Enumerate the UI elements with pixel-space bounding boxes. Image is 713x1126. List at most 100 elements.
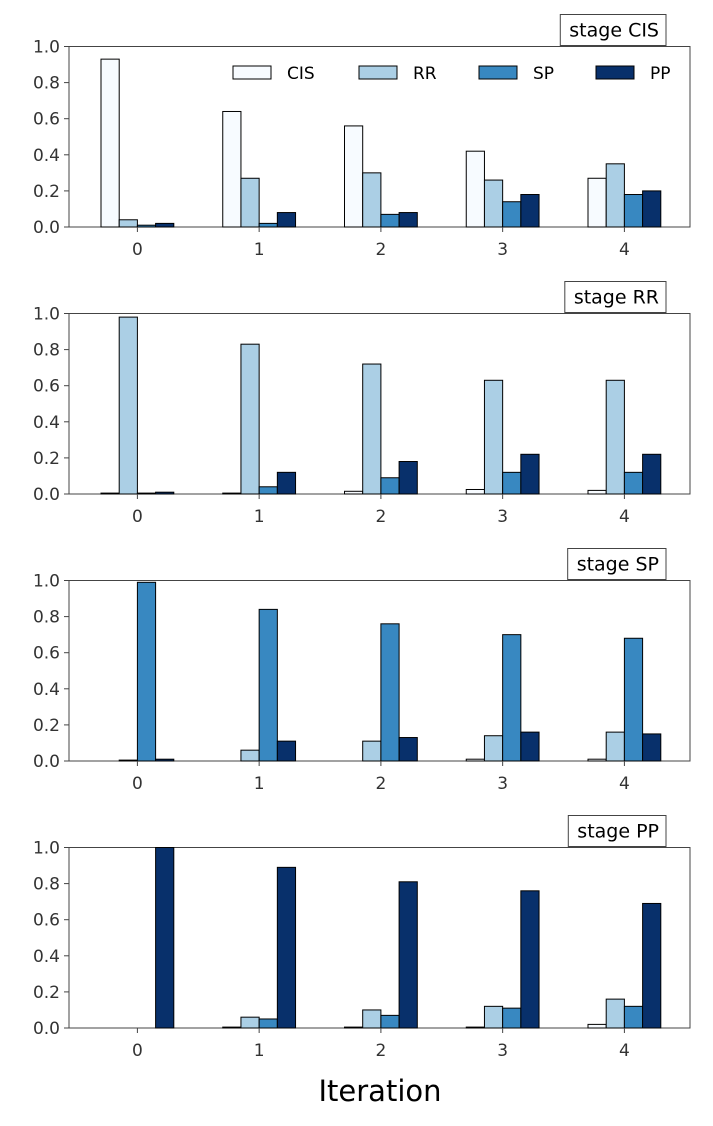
x-tick-label: 3 bbox=[497, 1041, 508, 1061]
x-tick-label: 3 bbox=[497, 774, 508, 794]
legend-swatch-rr bbox=[358, 65, 398, 80]
bar-rr-iter-3 bbox=[483, 179, 504, 228]
bar-rr-iter-1 bbox=[240, 749, 260, 762]
bar-pp-iter-1 bbox=[276, 471, 297, 495]
bar-rr-iter-4 bbox=[605, 163, 625, 228]
stage-title: stage RR bbox=[574, 287, 659, 309]
bar-cis-iter-2 bbox=[344, 490, 364, 495]
bar-cis-iter-4 bbox=[587, 177, 607, 228]
x-tick-label: 4 bbox=[619, 507, 630, 527]
stage-title-box bbox=[567, 548, 667, 580]
bar-pp-iter-4 bbox=[642, 190, 662, 228]
bar-rr-iter-0 bbox=[118, 759, 138, 762]
bar-cis-iter-1 bbox=[222, 110, 242, 228]
bar-rr-iter-0 bbox=[118, 219, 138, 228]
bar-sp-iter-4 bbox=[623, 637, 644, 762]
x-tick-label: 1 bbox=[254, 774, 265, 794]
y-tick-label: 0.8 bbox=[33, 341, 60, 361]
x-tick-label: 3 bbox=[497, 507, 508, 527]
y-tick-label: 0.8 bbox=[33, 608, 60, 628]
bar-cis-iter-3 bbox=[465, 758, 485, 762]
x-tick-label: 2 bbox=[375, 774, 386, 794]
y-tick-label: 0.2 bbox=[33, 983, 60, 1003]
legend-label-rr: RR bbox=[413, 64, 437, 84]
chart-panel-3: 0.0 0.2 0.4 0.6 0.8 1.0 0 1 2 3 4 stage PP bbox=[33, 815, 691, 1061]
bar-pp-iter-0 bbox=[155, 847, 175, 1029]
bar-sp-iter-3 bbox=[502, 471, 522, 495]
bar-pp-iter-3 bbox=[520, 731, 540, 762]
bar-pp-iter-0 bbox=[155, 222, 175, 228]
x-tick-label: 3 bbox=[497, 240, 508, 260]
bar-rr-iter-3 bbox=[483, 1005, 504, 1029]
bar-sp-iter-3 bbox=[502, 201, 522, 228]
y-tick-label: 0.2 bbox=[33, 182, 60, 202]
bar-sp-iter-3 bbox=[502, 634, 522, 762]
y-tick-label: 1.0 bbox=[33, 839, 60, 859]
stage-title: stage CIS bbox=[569, 20, 659, 42]
y-tick-label: 0.4 bbox=[33, 146, 60, 166]
y-tick-label: 0.4 bbox=[33, 680, 60, 700]
legend-label-cis: CIS bbox=[287, 64, 315, 84]
y-tick-label: 1.0 bbox=[33, 38, 60, 58]
bar-rr-iter-2 bbox=[362, 1009, 382, 1029]
y-tick-label: 0.6 bbox=[33, 377, 60, 397]
bar-pp-iter-2 bbox=[398, 881, 418, 1029]
x-tick-label: 2 bbox=[375, 1041, 386, 1061]
bar-rr-iter-2 bbox=[362, 363, 382, 495]
x-tick-label: 0 bbox=[132, 774, 143, 794]
y-tick-label: 0.0 bbox=[33, 752, 60, 772]
bar-sp-iter-0 bbox=[136, 581, 157, 762]
bar-pp-iter-4 bbox=[642, 733, 662, 762]
bar-cis-iter-3 bbox=[465, 1026, 485, 1029]
bar-sp-iter-0 bbox=[136, 224, 157, 228]
y-tick-label: 0.4 bbox=[33, 413, 60, 433]
bar-pp-iter-3 bbox=[520, 194, 540, 228]
bar-rr-iter-4 bbox=[605, 998, 625, 1029]
bar-sp-iter-4 bbox=[623, 471, 644, 495]
x-tick-label: 0 bbox=[132, 507, 143, 527]
x-tick-label: 0 bbox=[132, 1041, 143, 1061]
y-tick-label: 0.8 bbox=[33, 875, 60, 895]
x-tick-label: 0 bbox=[132, 240, 143, 260]
bar-pp-iter-4 bbox=[642, 453, 662, 495]
bar-sp-iter-3 bbox=[502, 1007, 522, 1029]
bar-rr-iter-1 bbox=[240, 1016, 260, 1029]
bar-pp-iter-2 bbox=[398, 212, 418, 228]
y-tick-label: 0.8 bbox=[33, 74, 60, 94]
bar-sp-iter-2 bbox=[380, 623, 400, 762]
y-tick-label: 0.0 bbox=[33, 485, 60, 505]
bar-rr-iter-4 bbox=[605, 379, 625, 495]
bar-pp-iter-3 bbox=[520, 890, 540, 1029]
bar-sp-iter-2 bbox=[380, 1014, 400, 1029]
legend-label-pp: PP bbox=[650, 64, 671, 84]
bar-pp-iter-0 bbox=[155, 491, 175, 495]
bar-sp-iter-1 bbox=[258, 1018, 278, 1029]
x-tick-label: 4 bbox=[619, 1041, 630, 1061]
bar-cis-iter-1 bbox=[222, 1026, 242, 1029]
y-tick-label: 1.0 bbox=[33, 305, 60, 325]
bar-cis-iter-3 bbox=[465, 488, 485, 495]
bar-sp-iter-1 bbox=[258, 222, 278, 228]
bar-pp-iter-4 bbox=[642, 902, 662, 1029]
chart-panel-1: 0.0 0.2 0.4 0.6 0.8 1.0 0 1 2 3 4 stage RR bbox=[33, 281, 691, 527]
stage-title-box bbox=[567, 815, 667, 847]
x-tick-label: 1 bbox=[254, 1041, 265, 1061]
bar-pp-iter-1 bbox=[276, 740, 297, 762]
bar-rr-iter-3 bbox=[483, 735, 504, 762]
bar-rr-iter-2 bbox=[362, 740, 382, 762]
bar-rr-iter-4 bbox=[605, 731, 625, 762]
bar-cis-iter-0 bbox=[100, 492, 120, 495]
bar-sp-iter-0 bbox=[136, 492, 157, 495]
y-tick-label: 0.4 bbox=[33, 947, 60, 967]
bar-sp-iter-4 bbox=[623, 194, 644, 228]
bar-sp-iter-1 bbox=[258, 608, 278, 762]
legend-label-sp: SP bbox=[533, 64, 554, 84]
bar-pp-iter-0 bbox=[155, 758, 175, 762]
stage-title-box bbox=[559, 14, 667, 46]
bar-sp-iter-1 bbox=[258, 486, 278, 495]
y-tick-label: 0.0 bbox=[33, 218, 60, 238]
x-tick-label: 4 bbox=[619, 240, 630, 260]
y-tick-label: 0.0 bbox=[33, 1019, 60, 1039]
x-axis-title: Iteration bbox=[318, 1074, 441, 1108]
bar-cis-iter-0 bbox=[100, 58, 120, 228]
